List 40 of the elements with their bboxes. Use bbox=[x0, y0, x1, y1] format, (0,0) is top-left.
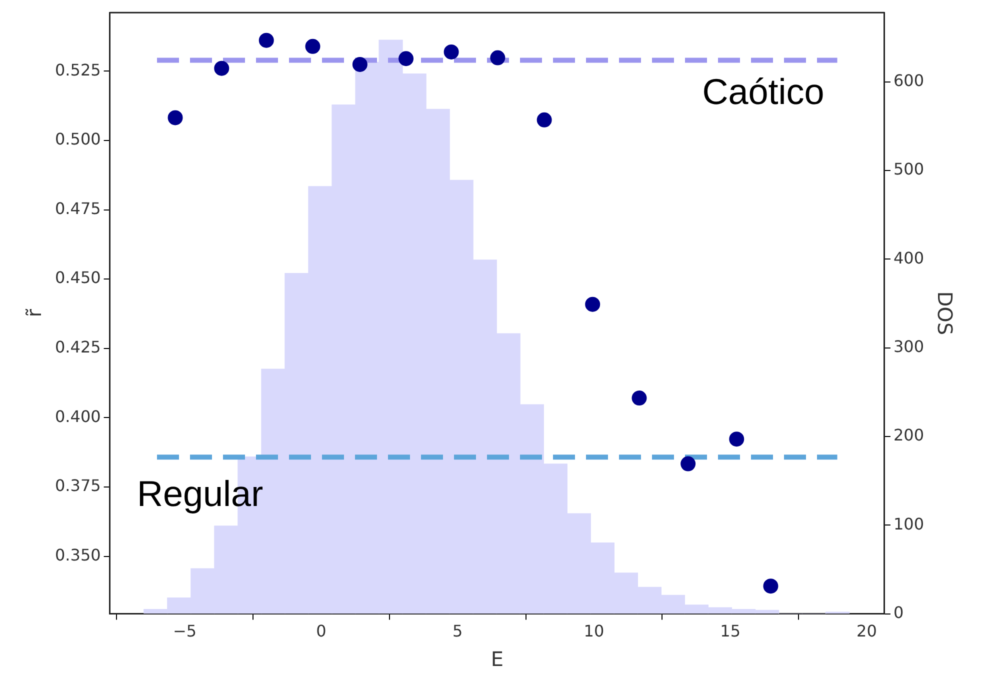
y-tick-label: 0.475 bbox=[54, 198, 101, 218]
point bbox=[490, 50, 506, 66]
y-tick-label: 0.500 bbox=[54, 130, 101, 149]
point bbox=[305, 38, 320, 54]
y-tick-label: 0.450 bbox=[54, 268, 101, 288]
y-tick-label: 0.350 bbox=[54, 546, 101, 565]
x-tick-label: 20 bbox=[856, 622, 877, 641]
x-tick-label: −5 bbox=[173, 622, 197, 641]
y-tick-label: 0.425 bbox=[54, 338, 101, 357]
point bbox=[763, 578, 778, 594]
point bbox=[168, 110, 183, 126]
y2-tick-label: 500 bbox=[893, 160, 924, 179]
y2-tick-label: 400 bbox=[893, 248, 924, 268]
series-label: Caótico bbox=[702, 71, 824, 112]
y-tick-label: 0.525 bbox=[54, 60, 101, 80]
point bbox=[214, 60, 230, 76]
y2-tick-label: 100 bbox=[893, 514, 924, 534]
y-axis-title: r̃ bbox=[22, 308, 46, 318]
y-tick-label: 0.375 bbox=[54, 476, 101, 496]
x-axis-title: E bbox=[490, 647, 504, 672]
y2-axis-title: DOS bbox=[932, 291, 957, 336]
y-tick-label: 0.400 bbox=[54, 406, 101, 426]
y2-tick-label: 300 bbox=[893, 336, 924, 356]
point bbox=[729, 432, 744, 447]
point bbox=[585, 296, 600, 312]
point bbox=[444, 44, 459, 60]
point bbox=[536, 112, 552, 128]
series-label: Regular bbox=[136, 473, 264, 514]
point bbox=[258, 32, 274, 48]
point bbox=[680, 456, 696, 472]
x-tick-label: 5 bbox=[452, 622, 463, 641]
x-tick-label: 0 bbox=[316, 622, 326, 641]
point bbox=[352, 56, 368, 72]
x-tick-label: 15 bbox=[720, 622, 741, 641]
y2-tick-label: 600 bbox=[893, 70, 924, 90]
point bbox=[398, 51, 414, 66]
point bbox=[632, 390, 647, 406]
y2-tick-label: 0 bbox=[893, 602, 904, 622]
x-tick-label: 10 bbox=[584, 622, 604, 641]
y2-tick-label: 200 bbox=[893, 426, 924, 445]
